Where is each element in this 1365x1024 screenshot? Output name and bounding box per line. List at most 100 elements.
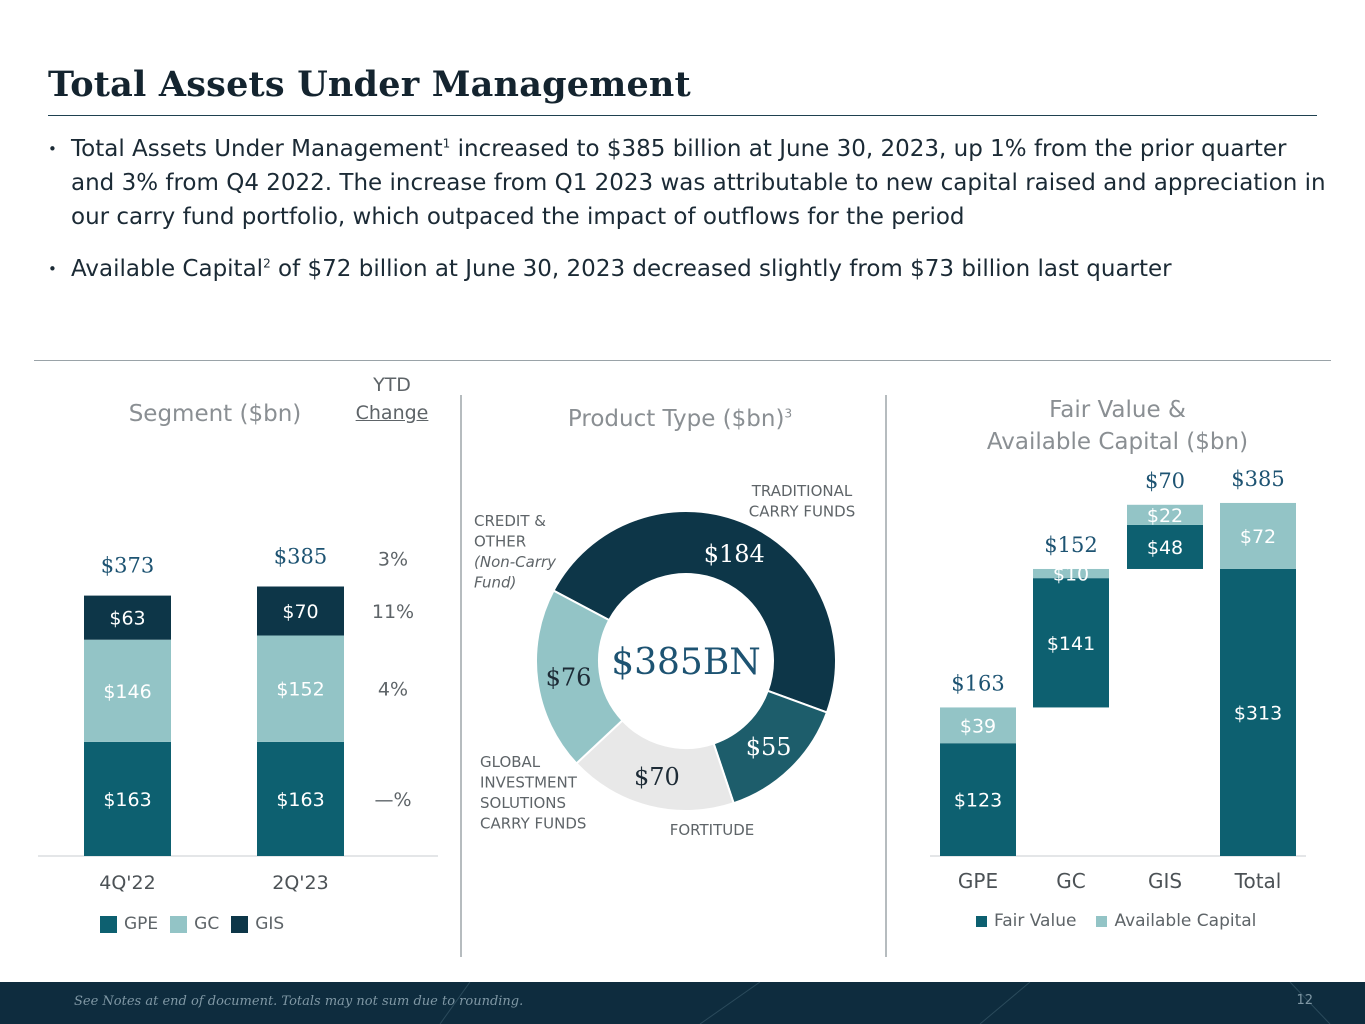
- legend-label: GIS: [255, 914, 285, 934]
- segment-chart-title: Segment ($bn): [128, 401, 302, 427]
- bar-segment-gc: [257, 635, 344, 742]
- bar-fair-value: [1033, 578, 1109, 708]
- callout-fortitude: FORTITUDE: [670, 821, 755, 839]
- bullet-item: • Available Capital2 of $72 billion at J…: [48, 252, 1328, 286]
- bar-value-label: $70: [282, 601, 318, 623]
- legend-item-gc: GC: [170, 914, 219, 934]
- bar-value-label: $123: [954, 790, 1002, 812]
- legend-swatch-available-capital: [1096, 915, 1108, 927]
- ytd-label: YTD: [373, 374, 411, 396]
- page-number: 12: [1296, 993, 1313, 1008]
- legend-label: Available Capital: [1114, 911, 1257, 931]
- callout-credit-other-sub: Fund): [474, 574, 516, 592]
- donut-slice: [535, 589, 624, 765]
- legend-item-gpe: GPE: [100, 914, 158, 934]
- bar-segment-gc: [84, 639, 171, 742]
- legend-swatch-gc: [170, 915, 188, 933]
- bar-value-label: $48: [1147, 537, 1183, 559]
- x-tick-label: GIS: [1148, 869, 1182, 893]
- footer-decoration: [439, 982, 1331, 1024]
- donut-slice: [552, 510, 837, 714]
- callout-credit-other: OTHER: [474, 533, 526, 551]
- bar-fair-value: [940, 743, 1016, 856]
- bar-available-capital: [1127, 504, 1203, 525]
- legend-item-gis: GIS: [231, 914, 284, 934]
- segment-legend: GPE GC GIS: [100, 914, 296, 934]
- bullet-item: • Total Assets Under Management1 increas…: [48, 132, 1328, 234]
- bar-value-label: $63: [109, 608, 145, 630]
- fair-value-chart-title: Fair Value & Available Capital ($bn): [950, 394, 1285, 458]
- bar-value-label: $10: [1053, 564, 1089, 586]
- callout-global-investment-solutions: GLOBAL: [480, 753, 541, 771]
- bar-total-label: $152: [1044, 533, 1097, 557]
- legend-label: GPE: [124, 914, 159, 934]
- legend-label: GC: [194, 914, 220, 934]
- bar-fair-value: [1127, 524, 1203, 569]
- legend-item-available-capital: Available Capital: [1096, 911, 1256, 931]
- bullet-text-post: of $72 billion at June 30, 2023 decrease…: [270, 256, 1172, 282]
- slice-value-label: $70: [634, 763, 680, 791]
- legend-swatch-fair-value: [976, 915, 987, 927]
- bar-value-label: $141: [1047, 633, 1095, 655]
- bar-segment-gpe: [257, 741, 344, 856]
- product-chart-title: Product Type ($bn)3: [540, 406, 820, 432]
- bar-available-capital: [1033, 568, 1109, 579]
- ytd-change-header: YTD Change: [344, 371, 440, 427]
- bullet-text-pre: Total Assets Under Management: [71, 136, 443, 162]
- fair-title-line1: Fair Value &: [1049, 397, 1186, 423]
- page-title: Total Assets Under Management: [48, 64, 691, 105]
- bar-segment-gis: [84, 595, 171, 640]
- slice-value-label: $184: [704, 540, 765, 568]
- bar-total-label: $163: [951, 671, 1004, 695]
- bar-value-label: $163: [103, 789, 151, 811]
- callout-global-investment-solutions: INVESTMENT: [480, 774, 578, 792]
- bar-value-label: $152: [276, 679, 324, 701]
- bar-value-label: $22: [1147, 505, 1183, 527]
- legend-swatch-gpe: [100, 915, 117, 933]
- bar-segment-gpe: [84, 741, 171, 856]
- section-divider: [34, 360, 1331, 361]
- footnote-ref: 3: [784, 406, 793, 421]
- ytd-change-gc: 4%: [378, 679, 408, 701]
- footer-bar: See Notes at end of document. Totals may…: [0, 982, 1365, 1024]
- legend-item-fair-value: Fair Value: [976, 911, 1076, 931]
- bar-available-capital: [1220, 502, 1296, 569]
- bar-total-label: $373: [101, 554, 154, 578]
- panel-divider: [460, 395, 462, 957]
- footnote-ref: 1: [442, 136, 451, 151]
- bar-value-label: $163: [276, 789, 324, 811]
- donut-center-label: $385BN: [611, 642, 761, 683]
- bar-available-capital: [940, 707, 1016, 744]
- bar-value-label: $72: [1240, 526, 1276, 548]
- bar-fair-value: [1220, 568, 1296, 856]
- callout-global-investment-solutions: CARRY FUNDS: [480, 815, 586, 833]
- bar-value-label: $146: [103, 681, 151, 703]
- footnote-ref: 2: [263, 256, 271, 271]
- bullet-text-pre: Available Capital: [71, 256, 264, 282]
- bar-total-label: $385: [1231, 467, 1284, 491]
- callout-credit-other-sub: (Non-Carry: [474, 553, 557, 571]
- legend-swatch-gis: [231, 915, 249, 933]
- bar-segment-gis: [257, 586, 344, 636]
- product-donut-chart: $184 $55 $70 $76 $385BN TRADITIONAL CARRY FUND…: [474, 482, 855, 839]
- callout-traditional-carry-funds: CARRY FUNDS: [749, 503, 855, 521]
- x-tick-label: Total: [1234, 869, 1282, 893]
- x-tick-label: 2Q'23: [272, 872, 328, 894]
- bar-value-label: $313: [1234, 702, 1282, 724]
- slice-value-label: $76: [546, 664, 592, 692]
- segment-chart: $163 $146 $63 $373 4Q'22 $163 $152 $70 $385 2Q'23…: [38, 545, 438, 894]
- x-tick-label: GC: [1056, 869, 1085, 893]
- fair-title-line2: Available Capital ($bn): [986, 429, 1249, 455]
- panel-divider: [885, 395, 887, 957]
- bar-total-label: $385: [274, 545, 327, 569]
- fair-value-chart: $123 $39 $163 GPE $141 $10 $152 GC $48 $22 $70 GIS $…: [930, 467, 1306, 893]
- legend-label: Fair Value: [994, 911, 1077, 931]
- title-divider: [48, 115, 1317, 116]
- callout-credit-other: CREDIT &: [474, 512, 546, 530]
- change-label: Change: [355, 402, 429, 424]
- bar-value-label: $39: [960, 715, 996, 737]
- x-tick-label: GPE: [958, 869, 998, 893]
- ytd-total-change: 3%: [378, 549, 408, 571]
- bullet-dot-icon: •: [48, 260, 57, 278]
- x-tick-label: 4Q'22: [99, 872, 155, 894]
